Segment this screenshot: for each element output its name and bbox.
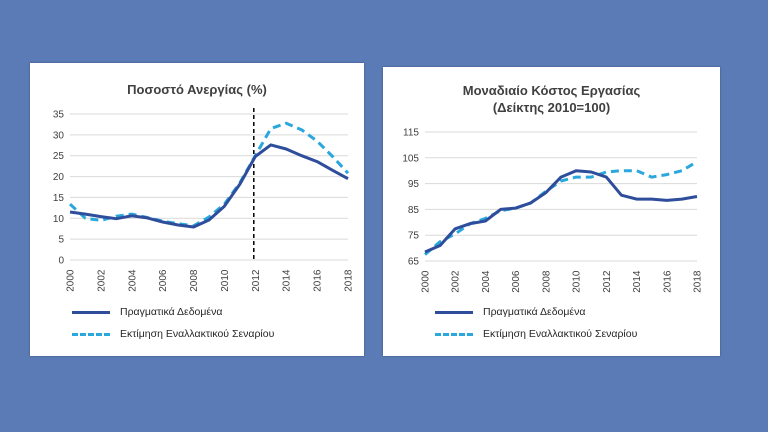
x-tick-label: 2000 <box>421 270 432 293</box>
y-tick-label: 15 <box>53 193 65 204</box>
x-tick-label: 2012 <box>602 270 613 293</box>
labor-cost-chart-panel: Μοναδιαίο Κόστος Εργασίας (Δείκτης 2010=… <box>383 67 720 356</box>
legend-item-actual: Πραγματικά Δεδομένα <box>72 301 274 323</box>
labor-cost-chart-svg: 65 75 85 95 105 115 2000 2002 2004 2006 2008 2010 20… <box>402 128 704 293</box>
y-tick-label: 75 <box>408 231 420 242</box>
y-tick-label: 105 <box>402 153 419 164</box>
legend-item-estimate: Εκτίμηση Εναλλακτικού Σεναρίου <box>72 323 274 345</box>
y-tick-label: 30 <box>53 130 65 141</box>
chart-legend: Πραγματικά Δεδομένα Εκτίμηση Εναλλακτικο… <box>435 301 637 345</box>
chart-title-text: Μοναδιαίο Κόστος Εργασίας <box>462 83 641 98</box>
x-tick-label: 2002 <box>451 270 462 293</box>
x-tick-label: 2010 <box>220 269 231 292</box>
y-tick-label: 20 <box>53 172 65 183</box>
y-tick-label: 25 <box>53 151 65 162</box>
x-tick-label: 2000 <box>66 269 77 292</box>
x-tick-label: 2014 <box>632 270 643 293</box>
x-tick-label: 2010 <box>572 270 583 293</box>
chart-legend: Πραγματικά Δεδομένα Εκτίμηση Εναλλακτικο… <box>72 301 274 345</box>
legend-item-actual: Πραγματικά Δεδομένα <box>435 301 637 323</box>
x-tick-label: 2014 <box>282 269 293 292</box>
chart-title: Μοναδιαίο Κόστος Εργασίας (Δείκτης 2010=… <box>383 82 720 116</box>
actual-series-line <box>69 143 349 229</box>
actual-series-line <box>424 169 698 254</box>
y-tick-label: 65 <box>408 257 420 268</box>
chart-title: Ποσοστό Ανεργίας (%) <box>30 81 364 98</box>
x-tick-label: 2004 <box>127 269 138 292</box>
estimate-series-line <box>68 121 350 228</box>
legend-label: Πραγματικά Δεδομένα <box>483 306 586 318</box>
x-tick-label: 2016 <box>662 270 673 293</box>
x-tick-label: 2016 <box>313 269 324 292</box>
legend-swatch-dashed <box>435 332 473 336</box>
x-tick-label: 2008 <box>189 269 200 292</box>
y-tick-label: 85 <box>408 205 420 216</box>
x-tick-label: 2002 <box>96 269 107 292</box>
legend-label: Εκτίμηση Εναλλακτικού Σεναρίου <box>120 328 275 340</box>
legend-swatch-solid <box>435 310 473 314</box>
x-tick-label: 2006 <box>511 270 522 293</box>
y-tick-label: 0 <box>58 256 64 267</box>
legend-label: Εκτίμηση Εναλλακτικού Σεναρίου <box>483 328 638 340</box>
legend-swatch-dashed <box>72 332 110 336</box>
legend-label: Πραγματικά Δεδομένα <box>120 306 223 318</box>
x-tick-label: 2006 <box>158 269 169 292</box>
x-tick-label: 2012 <box>251 269 262 292</box>
chart-subtitle-text: (Δείκτης 2010=100) <box>492 100 611 115</box>
y-tick-label: 10 <box>53 214 65 225</box>
x-tick-label: 2018 <box>344 269 355 292</box>
x-tick-label: 2004 <box>481 270 492 293</box>
y-tick-label: 95 <box>408 179 420 190</box>
unemployment-chart-svg: 0 5 10 15 20 25 30 35 2000 2002 2004 2006 2008 2010 20… <box>53 108 355 292</box>
unemployment-chart-panel: Ποσοστό Ανεργίας (%) 0 5 10 15 20 25 30 35 2000 2… <box>30 63 364 356</box>
y-tick-label: 35 <box>53 110 65 121</box>
y-tick-label: 5 <box>58 235 64 246</box>
x-tick-label: 2008 <box>541 270 552 293</box>
legend-swatch-solid <box>72 310 110 314</box>
x-tick-label: 2018 <box>693 270 704 293</box>
chart-title-text: Ποσοστό Ανεργίας (%) <box>127 82 267 97</box>
legend-item-estimate: Εκτίμηση Εναλλακτικού Σεναρίου <box>435 323 637 345</box>
y-tick-label: 115 <box>403 128 419 139</box>
